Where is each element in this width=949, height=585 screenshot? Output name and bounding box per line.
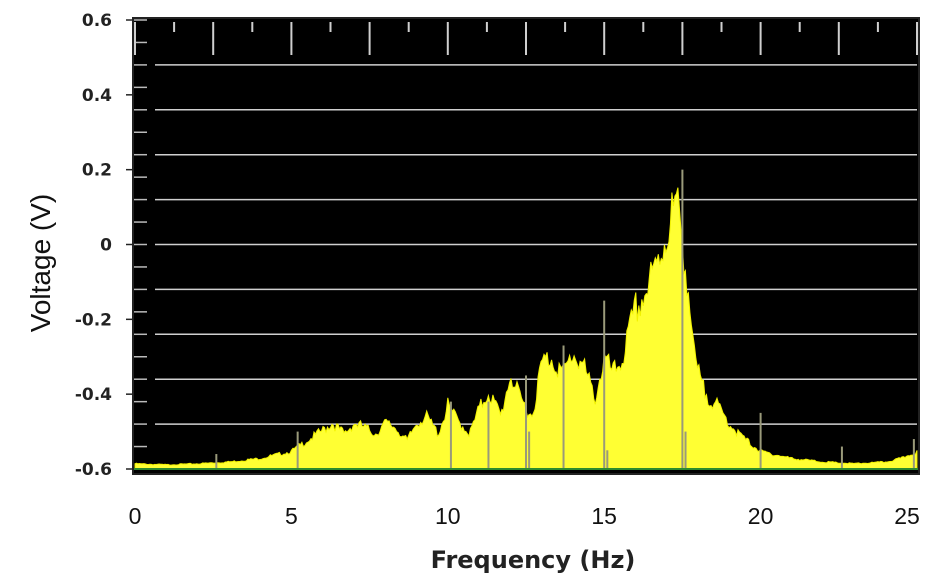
x-tick-label: 25	[894, 503, 920, 529]
grid	[133, 19, 917, 470]
y-tick-label: 0	[100, 236, 112, 256]
y-tick-label: -0.6	[75, 460, 112, 480]
y-axis-label: Voltage (V)	[25, 194, 56, 333]
series-spikes	[215, 169, 915, 469]
x-axis: 0 5 10 15 20 25	[129, 503, 920, 529]
x-tick-label: 15	[591, 503, 617, 529]
x-tick-label: 20	[748, 503, 774, 529]
x-tick-label: 0	[129, 503, 142, 529]
y-tick-label: 0.4	[82, 86, 112, 106]
x-tick-label: 5	[285, 503, 298, 529]
y-tick-label: 0.6	[82, 11, 112, 31]
x-tick-label: 10	[435, 503, 461, 529]
y-tick-label: -0.4	[75, 385, 112, 405]
plot-frame	[132, 17, 920, 475]
x-axis-label: Frequency (Hz)	[431, 546, 636, 574]
mark-ticks	[134, 22, 918, 55]
y-tick-label: -0.2	[75, 310, 112, 330]
y-axis: 0.6 0.4 0.2 0 -0.2 -0.4 -0.6	[75, 11, 133, 480]
y-tick-label: 0.2	[82, 161, 112, 181]
